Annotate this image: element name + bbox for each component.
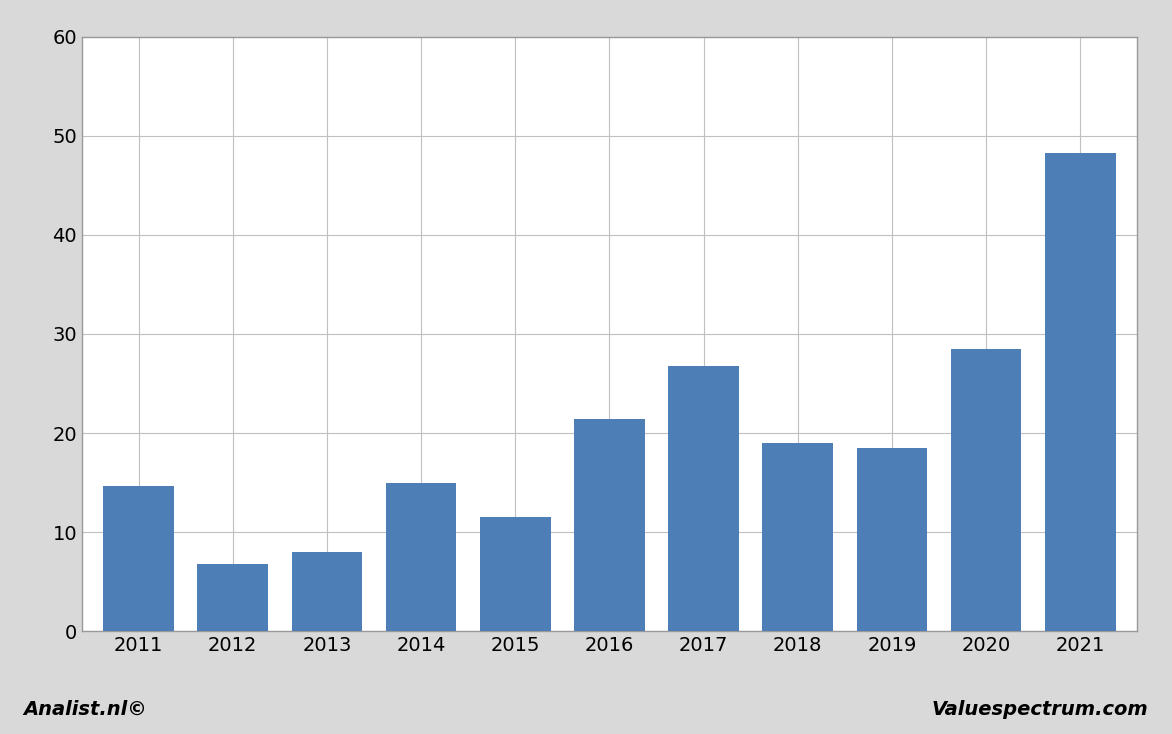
Bar: [481, 517, 551, 631]
Bar: [574, 419, 645, 631]
Text: Analist.nl©: Analist.nl©: [23, 700, 148, 719]
Bar: [103, 486, 173, 631]
Bar: [197, 564, 268, 631]
Bar: [386, 483, 456, 631]
Bar: [292, 552, 362, 631]
Bar: [1045, 153, 1116, 631]
Bar: [763, 443, 833, 631]
Text: Valuespectrum.com: Valuespectrum.com: [932, 700, 1149, 719]
Bar: [950, 349, 1022, 631]
Bar: [857, 448, 927, 631]
Bar: [668, 366, 738, 631]
